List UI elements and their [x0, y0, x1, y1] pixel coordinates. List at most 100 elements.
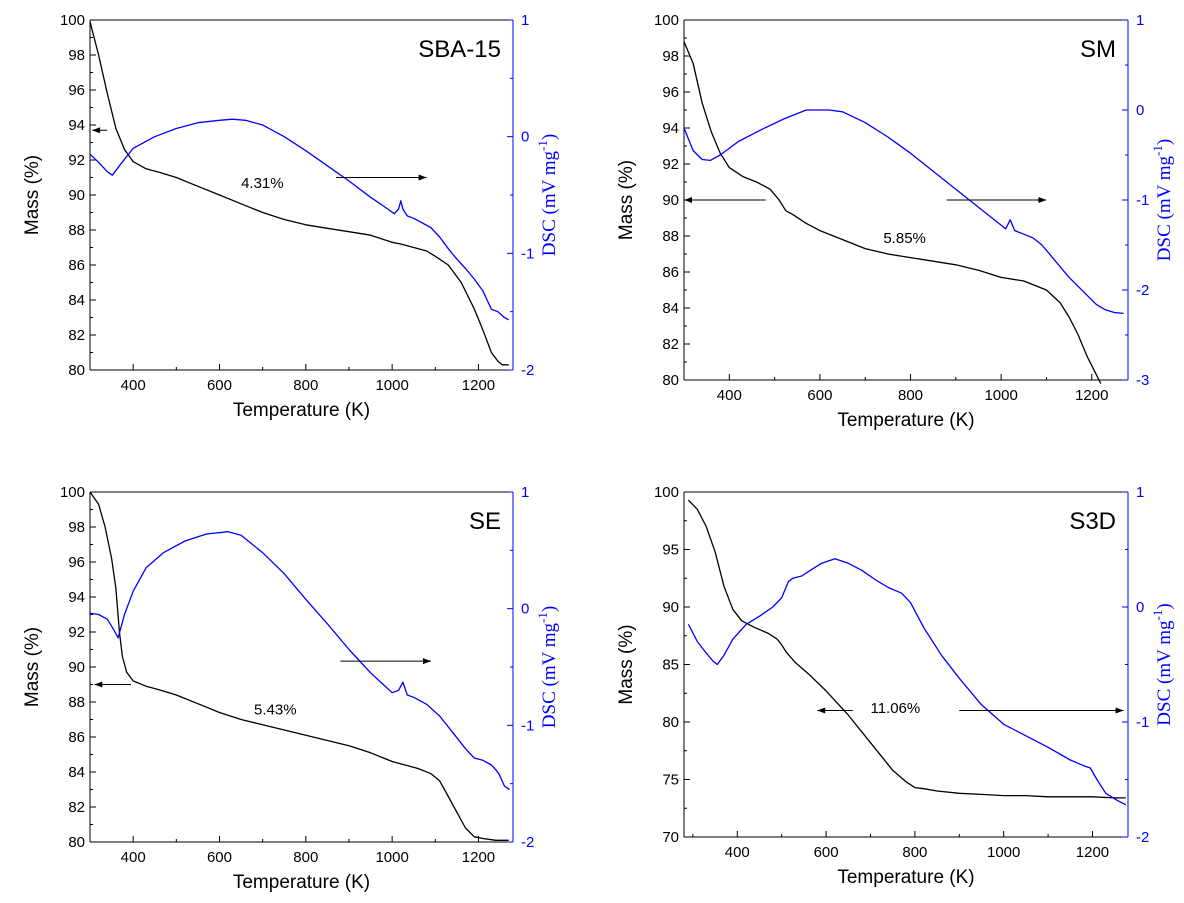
x-tick-label: 800: [902, 844, 927, 861]
x-axis-label: Temperature (K): [837, 867, 974, 888]
x-tick-label: 600: [207, 849, 232, 866]
y-tick-label: 75: [662, 772, 679, 789]
y2-axis-label-sup: -1: [1150, 610, 1165, 621]
axis-indicator-arrow: [340, 658, 431, 665]
y2-axis-label-end: ): [539, 606, 560, 612]
y-axis-label: Mass (%): [616, 160, 637, 240]
y-tick-label: 88: [662, 228, 679, 245]
x-tick-label: 400: [121, 377, 146, 394]
x-axis-label: Temperature (K): [233, 400, 370, 421]
chart-panel-s3d: 400 600 800 1000 1200 70 75 80 85 90 95 100 -2 -1 0 1 Te…: [616, 484, 1175, 888]
x-tick-label: 600: [807, 387, 832, 404]
y2-tick-label: -2: [1136, 282, 1149, 299]
y2-tick-label: -1: [1136, 714, 1149, 731]
y2-axis-label: DSC (mV mg-1): [1150, 603, 1175, 725]
panel-title: S3D: [1069, 508, 1116, 535]
y2-axis-label: DSC (mV mg-1): [535, 134, 560, 256]
y2-axis-label: DSC (mV mg-1): [1150, 139, 1175, 261]
y2-axis-label-end: ): [1154, 603, 1175, 609]
y-tick-label: 82: [68, 327, 85, 344]
y2-axis-label-main: DSC (mV mg: [1154, 620, 1175, 726]
x-tick-label: 1000: [375, 849, 408, 866]
y2-tick-label: 0: [521, 129, 529, 146]
y2-axis-label: DSC (mV mg-1): [535, 606, 560, 728]
y-tick-label: 90: [662, 192, 679, 209]
y-tick-label: 92: [662, 156, 679, 173]
y-tick-label: 96: [662, 84, 679, 101]
mass-loss-annotation: 4.31%: [241, 175, 284, 192]
y2-axis-label-main: DSC (mV mg: [539, 622, 560, 728]
axis-indicator-arrow: [94, 681, 132, 688]
x-tick-label: 1200: [1075, 387, 1108, 404]
y2-axis-label-sup: -1: [1150, 145, 1165, 156]
mass-curve: [89, 21, 509, 366]
mass-curve: [89, 491, 509, 841]
mass-loss-annotation: 11.06%: [870, 700, 920, 717]
y2-tick-label: 1: [521, 484, 529, 501]
y-tick-label: 90: [68, 187, 85, 204]
panel-title: SBA-15: [418, 36, 501, 63]
y-tick-label: 84: [68, 764, 85, 781]
x-tick-label: 400: [725, 844, 750, 861]
dsc-curve: [89, 531, 510, 791]
chart-panel-se: 400 600 800 1000 120080828486889092949698100…: [22, 484, 560, 893]
y-tick-label: 96: [68, 82, 85, 99]
x-axis-label: Temperature (K): [233, 872, 370, 893]
y2-tick-label: -3: [1136, 372, 1149, 389]
y-tick-label: 84: [68, 292, 85, 309]
y2-tick-label: 0: [1136, 599, 1144, 616]
y-tick-label: 90: [68, 659, 85, 676]
axis-indicator-arrow: [684, 197, 766, 203]
y-tick-label: 88: [68, 694, 85, 711]
y2-tick-label: 1: [1136, 12, 1144, 29]
y2-axis-label-main: DSC (mV mg: [539, 150, 560, 256]
y-tick-label: 92: [68, 624, 85, 641]
dsc-curve: [89, 118, 510, 321]
y-tick-label: 98: [68, 47, 85, 64]
y2-tick-label: -2: [521, 834, 534, 851]
y2-axis-label-sup: -1: [535, 140, 550, 151]
x-tick-label: 800: [293, 377, 318, 394]
y-tick-label: 82: [662, 336, 679, 353]
y-tick-label: 98: [68, 519, 85, 536]
x-tick-label: 800: [898, 387, 923, 404]
y2-axis-label-end: ): [1154, 139, 1175, 145]
y2-axis-label-end: ): [539, 134, 560, 140]
x-tick-label: 1000: [987, 844, 1020, 861]
mass-loss-annotation: 5.43%: [254, 701, 297, 718]
y-tick-label: 70: [662, 829, 679, 846]
y-tick-label: 85: [662, 657, 679, 674]
x-tick-label: 600: [207, 377, 232, 394]
y-tick-label: 86: [68, 257, 85, 274]
y-tick-label: 92: [68, 152, 85, 169]
y2-axis-label-sup: -1: [535, 612, 550, 623]
x-tick-label: 800: [293, 849, 318, 866]
y-tick-label: 100: [60, 12, 85, 29]
y-axis-label: Mass (%): [616, 624, 637, 704]
panel-title: SM: [1080, 36, 1116, 63]
panel-title: SE: [469, 508, 501, 535]
x-tick-label: 1200: [1076, 844, 1109, 861]
y-tick-label: 88: [68, 222, 85, 239]
x-tick-label: 400: [121, 849, 146, 866]
axis-indicator-arrow: [946, 197, 1047, 203]
y2-tick-label: 0: [1136, 102, 1144, 119]
x-tick-label: 1000: [375, 377, 408, 394]
mass-loss-annotation: 5.85%: [883, 230, 926, 247]
y-tick-label: 100: [60, 484, 85, 501]
y-tick-label: 82: [68, 799, 85, 816]
chart-panel-sba15: 400 600 800 1000 120080828486889092949698100…: [22, 12, 560, 421]
y2-tick-label: -1: [521, 717, 534, 734]
y2-tick-label: -1: [1136, 192, 1149, 209]
mass-curve: [687, 499, 1126, 799]
y2-tick-label: 1: [1136, 484, 1144, 501]
y-tick-label: 96: [68, 554, 85, 571]
dsc-curve: [687, 558, 1127, 806]
y-tick-label: 80: [68, 834, 85, 851]
y2-tick-label: -1: [521, 245, 534, 262]
y2-tick-label: -2: [1136, 829, 1149, 846]
y2-axis-label-main: DSC (mV mg: [1154, 155, 1175, 261]
y-tick-label: 100: [654, 484, 679, 501]
y-tick-label: 94: [662, 120, 679, 137]
